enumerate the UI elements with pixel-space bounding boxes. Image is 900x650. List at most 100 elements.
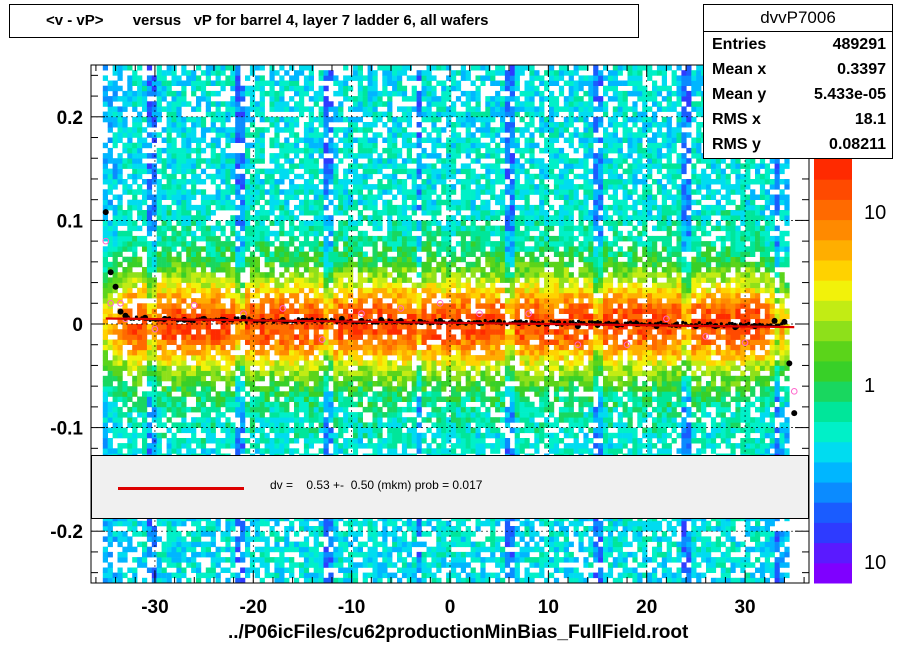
heat-bin bbox=[156, 106, 162, 112]
heat-bin bbox=[196, 163, 202, 169]
heat-bin bbox=[230, 204, 236, 211]
heat-bin bbox=[249, 417, 256, 423]
heat-bin bbox=[200, 225, 207, 232]
heat-bin bbox=[352, 375, 359, 382]
heat-bin bbox=[387, 381, 393, 387]
heat-bin bbox=[259, 396, 265, 402]
heat-bin bbox=[401, 334, 408, 340]
heat-bin bbox=[220, 85, 226, 92]
heat-bin bbox=[142, 355, 148, 361]
heat-bin bbox=[240, 386, 246, 392]
heat-bin bbox=[142, 287, 148, 294]
heat-bin bbox=[151, 220, 157, 226]
heat-bin bbox=[284, 360, 290, 366]
heat-bin bbox=[367, 189, 373, 195]
heat-bin bbox=[333, 520, 339, 527]
heat-bin bbox=[215, 158, 221, 164]
heat-bin bbox=[401, 292, 408, 299]
heat-bin bbox=[249, 349, 256, 356]
heat-bin bbox=[112, 422, 118, 428]
heat-bin bbox=[235, 381, 241, 387]
heat-bin bbox=[377, 215, 383, 221]
heat-bin bbox=[127, 230, 133, 237]
heat-bin bbox=[289, 526, 295, 532]
heat-bin bbox=[215, 184, 221, 190]
heat-bin bbox=[279, 401, 285, 408]
heat-bin bbox=[196, 298, 202, 304]
heat-bin bbox=[274, 96, 280, 102]
heat-bin bbox=[387, 282, 393, 289]
heat-bin bbox=[196, 572, 202, 579]
heat-bin bbox=[289, 292, 295, 299]
heat-bin bbox=[357, 70, 363, 76]
heat-bin bbox=[303, 360, 310, 366]
heat-bin bbox=[406, 329, 412, 335]
heat-bin bbox=[249, 562, 256, 568]
heat-bin bbox=[274, 349, 280, 356]
heat-bin bbox=[132, 438, 138, 444]
heat-bin bbox=[191, 272, 197, 278]
heat-bin bbox=[245, 360, 251, 366]
heat-bin bbox=[333, 443, 339, 449]
heat-bin bbox=[343, 256, 349, 263]
heat-bin bbox=[215, 546, 221, 553]
heat-bin bbox=[294, 204, 300, 211]
heat-bin bbox=[181, 536, 187, 542]
heat-bin bbox=[191, 344, 197, 351]
heat-bin bbox=[122, 142, 128, 149]
heat-bin bbox=[352, 199, 359, 206]
heat-bin bbox=[117, 360, 123, 366]
heat-bin bbox=[146, 349, 153, 356]
heat-bin bbox=[392, 526, 398, 532]
heat-bin bbox=[303, 235, 310, 242]
heat-bin bbox=[151, 438, 157, 444]
heat-bin bbox=[210, 557, 216, 563]
heat-bin bbox=[122, 536, 128, 542]
heat-bin bbox=[264, 261, 270, 268]
heat-bin bbox=[372, 75, 378, 81]
heat-bin bbox=[259, 80, 265, 86]
heat-bin bbox=[313, 189, 319, 195]
heat-bin bbox=[352, 313, 359, 320]
heat-bin bbox=[308, 85, 314, 92]
heat-bin bbox=[230, 557, 236, 563]
heat-bin bbox=[171, 163, 177, 169]
heat-bin bbox=[137, 163, 143, 169]
heat-bin bbox=[264, 116, 270, 123]
heat-bin bbox=[343, 536, 349, 542]
heat-bin bbox=[284, 137, 290, 143]
heat-bin bbox=[401, 251, 408, 257]
heat-bin bbox=[299, 220, 305, 226]
heat-bin bbox=[254, 277, 260, 283]
heat-bin bbox=[264, 360, 270, 366]
heat-bin bbox=[303, 562, 310, 568]
heat-bin bbox=[225, 386, 231, 392]
heat-bin bbox=[303, 282, 310, 289]
heat-bin bbox=[151, 396, 157, 402]
heat-bin bbox=[107, 313, 113, 320]
heat-bin bbox=[151, 406, 157, 413]
heat-bin bbox=[377, 349, 383, 356]
heat-bin bbox=[254, 438, 260, 444]
heat-bin bbox=[205, 567, 211, 573]
heat-bin bbox=[411, 370, 417, 377]
heat-bin bbox=[303, 381, 310, 387]
heat-bin bbox=[411, 417, 417, 423]
heat-bin bbox=[249, 173, 256, 180]
heat-bin bbox=[245, 339, 251, 345]
heat-bin bbox=[122, 179, 128, 185]
heat-bin bbox=[215, 246, 221, 252]
heat-bin bbox=[161, 184, 167, 190]
heat-bin bbox=[318, 557, 324, 563]
heat-bin bbox=[318, 344, 324, 351]
heat-bin bbox=[107, 344, 113, 351]
heat-bin bbox=[225, 349, 231, 356]
heat-bin bbox=[259, 142, 265, 149]
heat-bin bbox=[259, 313, 265, 320]
heat-bin bbox=[127, 235, 133, 242]
heat-bin bbox=[215, 557, 221, 563]
heat-bin bbox=[308, 308, 314, 314]
heat-bin bbox=[210, 360, 216, 366]
heat-bin bbox=[387, 422, 393, 428]
heat-bin bbox=[289, 396, 295, 402]
